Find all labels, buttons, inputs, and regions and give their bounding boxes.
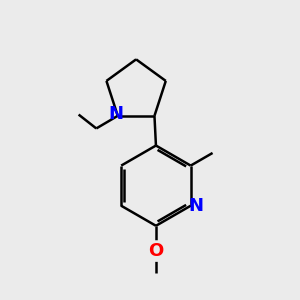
Text: O: O	[148, 242, 164, 260]
Text: N: N	[188, 197, 203, 215]
Text: N: N	[109, 105, 124, 123]
